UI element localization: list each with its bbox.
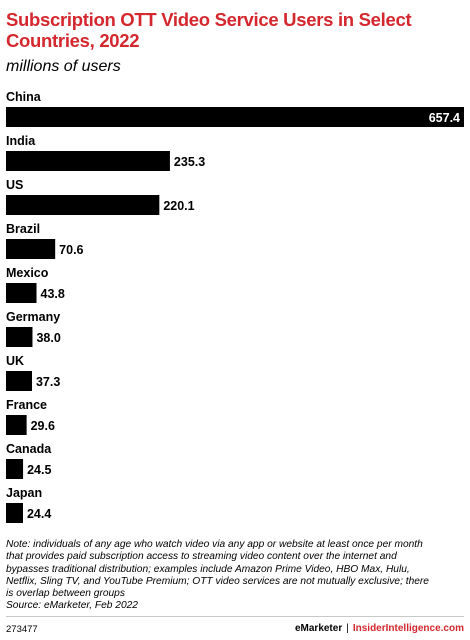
value-label: 70.6 [59, 243, 83, 257]
value-label: 37.3 [36, 375, 60, 389]
chart-note: Note: individuals of any age who watch v… [6, 539, 464, 613]
note-line: bypasses traditional distribution; examp… [6, 563, 410, 575]
category-label: India [6, 134, 36, 148]
category-label: Brazil [6, 222, 40, 236]
brand-insider-intelligence: InsiderIntelligence.com [352, 623, 464, 634]
value-label: 38.0 [36, 331, 60, 345]
category-label: Germany [6, 310, 60, 324]
bar [6, 151, 170, 171]
value-label: 29.6 [31, 419, 55, 433]
source-line: Source: eMarketer, Feb 2022 [6, 600, 138, 612]
bar [6, 415, 27, 435]
note-line: that provides paid subscription access t… [6, 551, 397, 563]
value-label: 43.8 [41, 287, 65, 301]
chart-title: Subscription OTT Video Service Users in … [6, 9, 412, 51]
footer-brand: eMarketer | InsiderIntelligence.com [295, 623, 464, 634]
note-line: Note: individuals of any age who watch v… [6, 539, 423, 550]
brand-separator: | [346, 623, 349, 634]
bar [6, 107, 464, 127]
chart-subtitle: millions of users [6, 58, 121, 75]
chart-id: 273477 [6, 624, 38, 635]
bar [6, 503, 23, 523]
bar-chart: China 657.4 India 235.3 US 220.1 Brazil 70.6 Mex… [6, 90, 464, 523]
category-label: China [6, 90, 42, 104]
bar [6, 371, 32, 391]
bar [6, 195, 160, 215]
note-line: Netflix, Sling TV, and YouTube Premium; … [6, 575, 429, 587]
value-label: 235.3 [174, 155, 205, 169]
category-label: France [6, 398, 47, 412]
bar [6, 459, 24, 479]
bar [6, 239, 56, 259]
value-label: 657.4 [429, 111, 460, 125]
value-label: 24.5 [27, 463, 51, 477]
value-label: 24.4 [27, 507, 51, 521]
category-label: UK [6, 354, 24, 368]
category-label: Canada [6, 442, 52, 456]
category-label: Mexico [6, 266, 49, 280]
note-line: is overlap between groups [6, 588, 125, 600]
value-label: 220.1 [163, 199, 194, 213]
footer-divider [6, 616, 464, 617]
category-label: US [6, 178, 23, 192]
bar [6, 283, 37, 303]
bar [6, 327, 33, 347]
brand-emarketer: eMarketer [294, 623, 343, 634]
category-label: Japan [6, 486, 42, 500]
